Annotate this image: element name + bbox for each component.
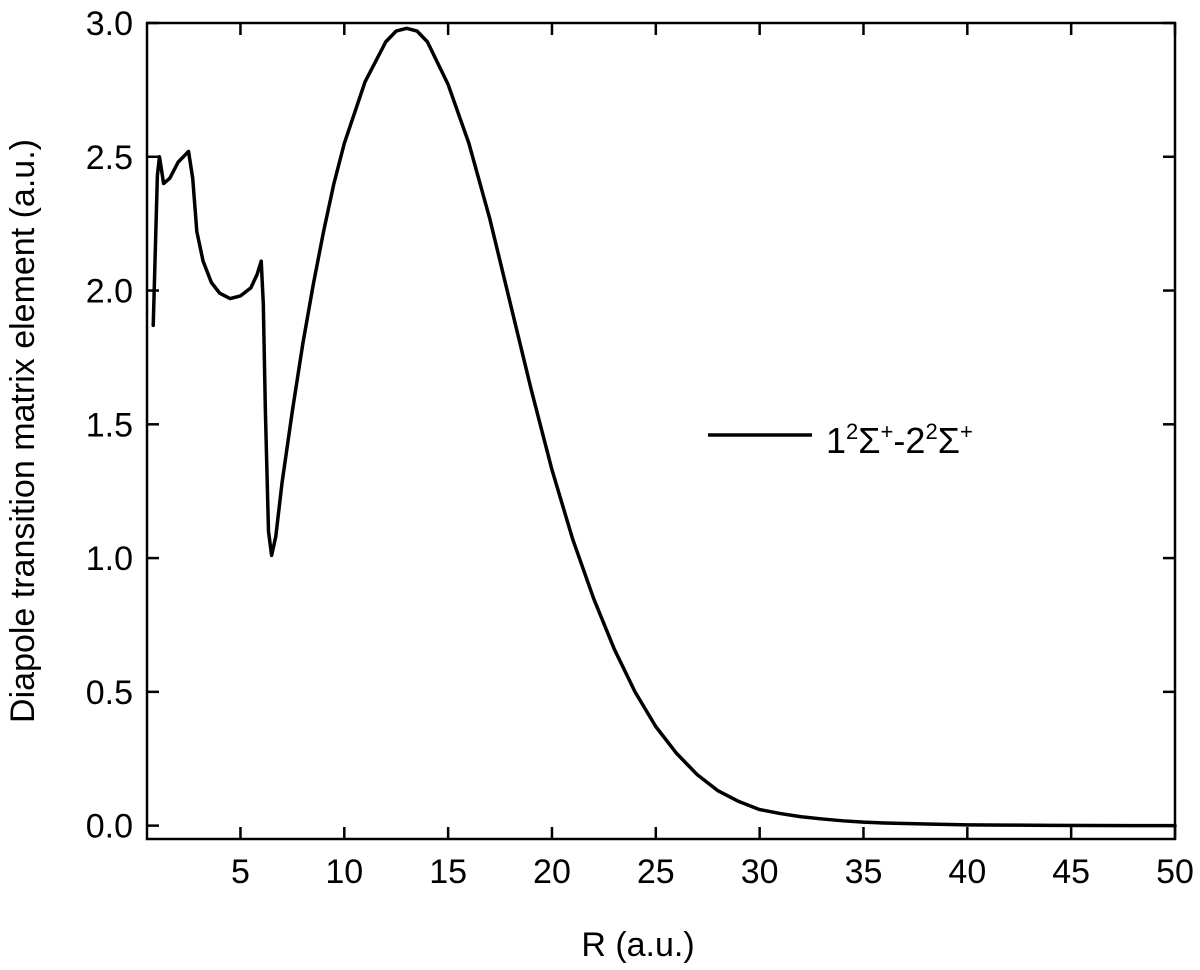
series-layer (151, 26, 1177, 828)
x-tick-label: 25 (637, 853, 675, 891)
plot-frame (145, 21, 1177, 841)
y-axis-label: Diapole transition matrix element (a.u.) (4, 139, 42, 723)
x-tick-label: 5 (231, 853, 250, 891)
y-tick-label: 0.5 (86, 674, 133, 712)
y-tick-label: 1.0 (86, 540, 133, 578)
y-axis-ticks: 0.0 0.5 1.0 1.5 2.0 2.5 3.0 (86, 5, 1175, 846)
legend-sup-2: + (881, 419, 894, 444)
x-axis-label: R (a.u.) (581, 926, 694, 964)
x-tick-label: 10 (325, 853, 363, 891)
y-tick-label: 0.0 (86, 808, 133, 846)
x-tick-label: 20 (533, 853, 571, 891)
x-tick-label: 50 (1156, 853, 1194, 891)
legend-sigma-1: Σ (858, 420, 880, 461)
y-tick-label: 2.5 (86, 139, 133, 177)
y-tick-label: 1.5 (86, 406, 133, 444)
x-axis-ticks: 5 10 15 20 25 30 35 40 45 50 (231, 23, 1194, 891)
x-tick-label: 35 (845, 853, 883, 891)
x-tick-label: 45 (1052, 853, 1090, 891)
legend-sup-4: + (960, 419, 973, 444)
legend-sup-1: 2 (846, 419, 858, 444)
x-tick-label: 40 (948, 853, 986, 891)
y-tick-label: 2.0 (86, 273, 133, 311)
y-tick-label: 3.0 (86, 5, 133, 43)
legend-part-1: 1 (826, 420, 846, 461)
legend-sigma-2: Σ (938, 420, 960, 461)
legend-label: 12Σ+-22Σ+ (826, 419, 973, 461)
legend: 12Σ+-22Σ+ (708, 419, 973, 461)
x-tick-label: 15 (429, 853, 467, 891)
x-tick-label: 30 (741, 853, 779, 891)
legend-sup-3: 2 (925, 419, 937, 444)
legend-part-2: 2 (905, 420, 925, 461)
series-line (151, 26, 1177, 828)
legend-separator: - (893, 420, 905, 461)
